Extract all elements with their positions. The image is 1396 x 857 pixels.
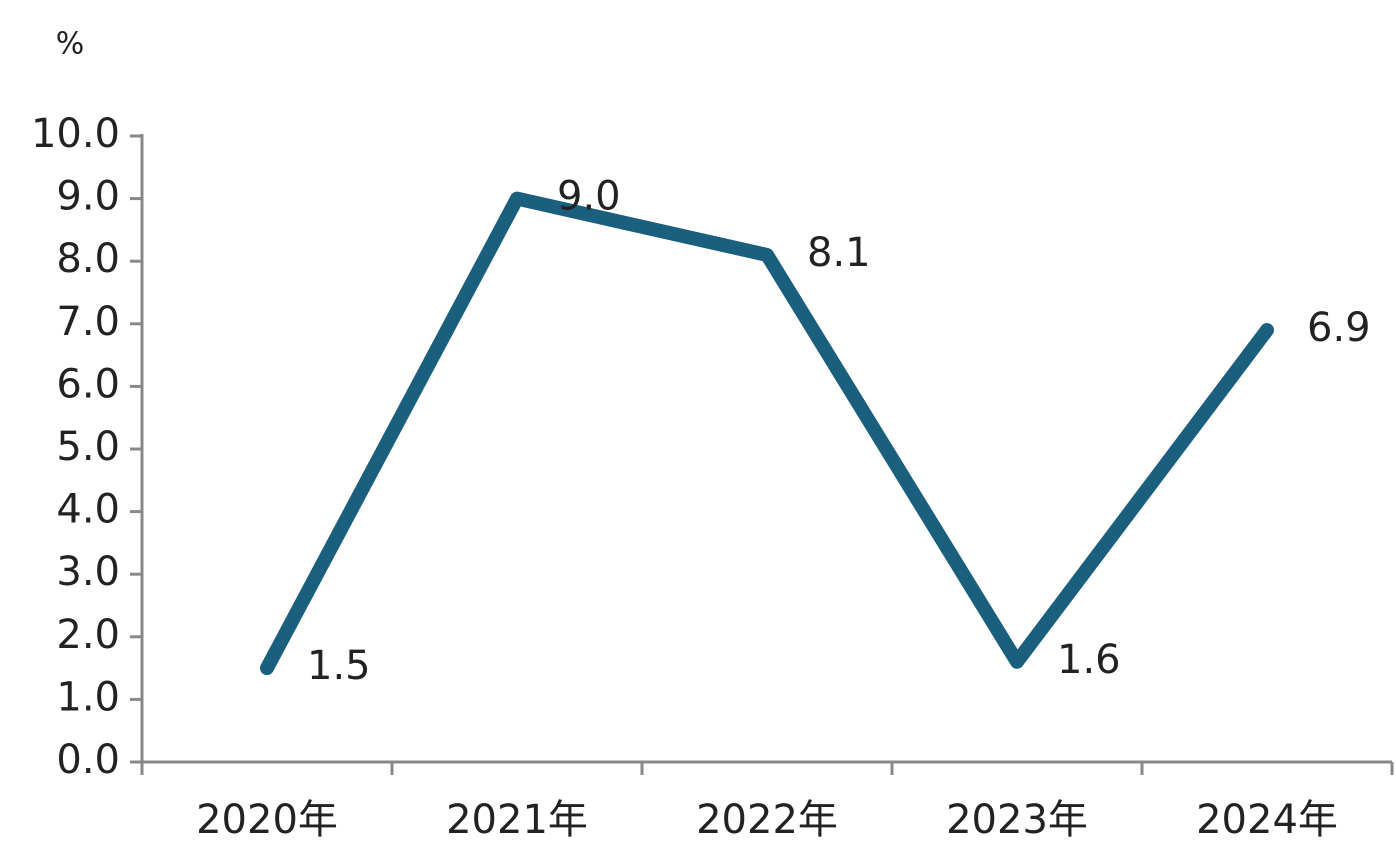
data-label: 8.1 <box>807 230 871 276</box>
y-tick-label: 0.0 <box>56 737 120 783</box>
y-tick-label: 5.0 <box>56 424 120 470</box>
x-tick-label: 2020年 <box>196 797 338 843</box>
y-tick-label: 10.0 <box>31 111 120 157</box>
y-tick-label: 6.0 <box>56 361 120 407</box>
data-label: 9.0 <box>557 174 621 220</box>
y-tick-label: 9.0 <box>56 174 120 220</box>
data-label: 1.6 <box>1057 637 1121 683</box>
line <box>260 191 1274 676</box>
y-tick-label: 4.0 <box>56 487 120 533</box>
y-tick-label: 7.0 <box>56 299 120 345</box>
y-tick-label: 1.0 <box>56 674 120 720</box>
x-tick-label: 2021年 <box>446 797 588 843</box>
y-tick-label: 8.0 <box>56 236 120 282</box>
x-tick-label: 2024年 <box>1196 797 1338 843</box>
data-label: 1.5 <box>307 643 371 689</box>
y-tick-label: 3.0 <box>56 549 120 595</box>
y-tick-label: 2.0 <box>56 612 120 658</box>
x-tick-label: 2023年 <box>946 797 1088 843</box>
x-tick-label: 2022年 <box>696 797 838 843</box>
data-label: 6.9 <box>1307 305 1371 351</box>
y-unit: % <box>56 27 85 62</box>
